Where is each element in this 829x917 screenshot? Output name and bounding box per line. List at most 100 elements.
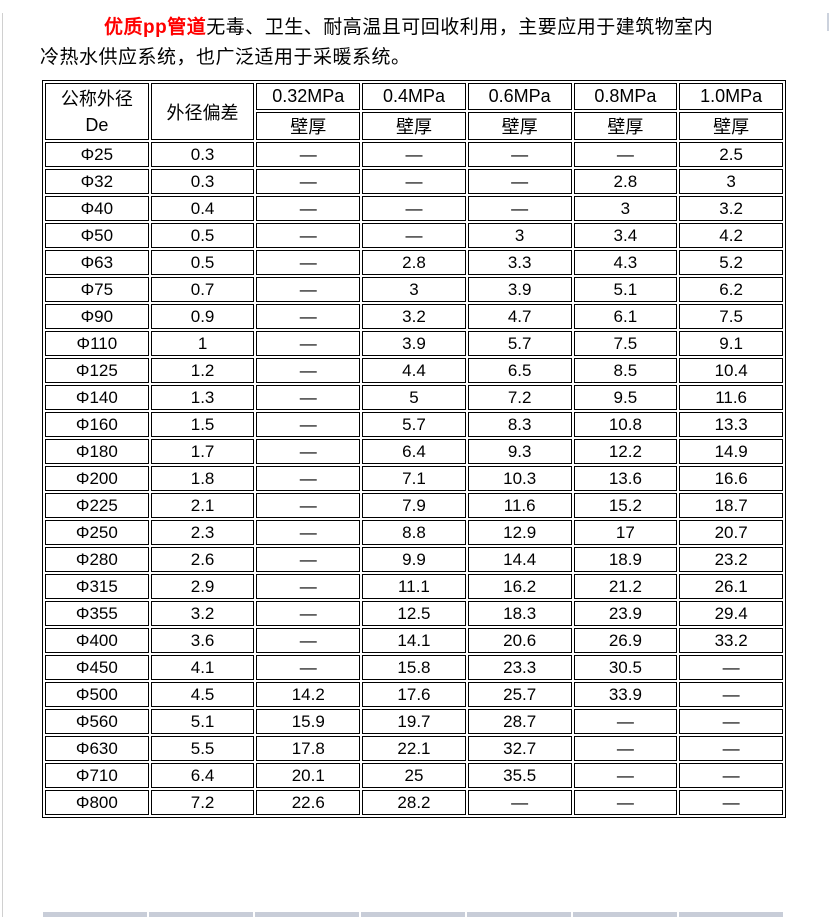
table-cell: — [256,412,361,437]
table-cell: 0.3 [150,169,255,194]
table-cell: 3 [362,277,466,302]
table-cell: 2.6 [150,547,255,572]
header-row-pressure: 公称外径 De 外径偏差 0.32MPa 0.4MPa 0.6MPa 0.8MP… [45,83,783,140]
cell-nominal-diameter: Φ400 [45,628,149,653]
cell-nominal-diameter: Φ200 [45,466,149,491]
table-cell: 8.8 [362,520,466,545]
cell-nominal-diameter: Φ50 [45,223,149,248]
table-cell: 4.5 [150,682,255,707]
intro-paragraph: 优质pp管道无毒、卫生、耐高温且可回收利用，主要应用于建筑物室内 冷热水供应系统… [40,13,789,73]
table-cell: 14.4 [467,547,572,572]
table-cell: — [256,169,361,194]
table-cell: — [256,520,361,545]
header-pressure-1: 0.4MPa [362,83,466,110]
table-cell: 3.9 [467,277,572,302]
cell-nominal-diameter: Φ500 [45,682,149,707]
cell-nominal-diameter: Φ280 [45,547,149,572]
page-corner-sliver [827,13,829,31]
table-cell: — [573,763,678,788]
table-cell: 3.9 [362,331,466,356]
table-cell: 33.2 [679,628,783,653]
table-cell: 3.6 [150,628,255,653]
table-row: Φ225 2.1—7.9 11.6 15.2 18.7 [45,493,783,518]
table-cell: 3 [467,223,572,248]
table-cell: — [467,196,572,221]
table-cell: 11.6 [679,385,783,410]
cell-nominal-diameter: Φ315 [45,574,149,599]
table-cell: 1.2 [150,358,255,383]
table-cell: 6.1 [573,304,678,329]
table-row: Φ50 0.5— —3 3.4 4.2 [45,223,783,248]
next-table-cell-top [573,912,677,917]
table-cell: 12.9 [467,520,572,545]
table-cell: 13.3 [679,412,783,437]
table-cell: 18.7 [679,493,783,518]
table-cell: 4.3 [573,250,678,275]
table-cell: 6.4 [150,763,255,788]
table-cell: — [362,142,466,167]
table-row: Φ355 3.2—12.5 18.3 23.9 29.4 [45,601,783,626]
header-wall-thickness-0: 壁厚 [256,112,361,140]
table-cell: 29.4 [679,601,783,626]
table-cell: 22.6 [256,790,361,815]
header-pressure-2: 0.6MPa [467,83,572,110]
table-cell: 0.5 [150,250,255,275]
table-cell: — [256,601,361,626]
table-row: Φ450 4.1—15.8 23.3 30.5— [45,655,783,680]
header-nominal-diameter: 公称外径 De [45,83,149,140]
table-row: Φ125 1.2—4.4 6.5 8.5 10.4 [45,358,783,383]
table-cell: — [679,682,783,707]
header-wall-thickness-2: 壁厚 [467,112,572,140]
table-cell: 14.9 [679,439,783,464]
header-wall-thickness-4: 壁厚 [679,112,783,140]
table-cell: 10.4 [679,358,783,383]
table-cell: 5.7 [467,331,572,356]
table-cell: 16.6 [679,466,783,491]
next-table-cell-top [255,912,359,917]
header-nominal-diameter-title: 公称外径 [60,88,133,109]
table-cell: 12.5 [362,601,466,626]
table-row: Φ110 1—3.9 5.7 7.5 9.1 [45,331,783,356]
cell-nominal-diameter: Φ710 [45,763,149,788]
table-cell: — [256,142,361,167]
table-row: Φ180 1.7—6.4 9.3 12.2 14.9 [45,439,783,464]
header-nominal-diameter-subtitle: De [85,114,109,135]
table-cell: — [256,628,361,653]
table-row: Φ280 2.6—9.9 14.4 18.9 23.2 [45,547,783,572]
table-row: Φ90 0.9—3.2 4.7 6.1 7.5 [45,304,783,329]
header-pressure-0: 0.32MPa [256,83,361,110]
header-wall-thickness-3: 壁厚 [573,112,678,140]
table-cell: — [679,655,783,680]
table-cell: 3.2 [679,196,783,221]
cell-nominal-diameter: Φ450 [45,655,149,680]
table-cell: — [679,763,783,788]
table-cell: 26.9 [573,628,678,653]
table-cell: — [362,169,466,194]
table-cell: — [256,358,361,383]
table-cell: — [679,736,783,761]
table-cell: 35.5 [467,763,572,788]
pipe-spec-table: 公称外径 De 外径偏差 0.32MPa 0.4MPa 0.6MPa 0.8MP… [42,80,786,818]
table-cell: — [256,250,361,275]
table-cell: 8.3 [467,412,572,437]
next-table-cell-top [467,912,571,917]
table-cell: 7.5 [573,331,678,356]
table-cell: — [256,385,361,410]
cell-nominal-diameter: Φ355 [45,601,149,626]
table-cell: 17.6 [362,682,466,707]
table-cell: 5.5 [150,736,255,761]
cell-nominal-diameter: Φ800 [45,790,149,815]
table-cell: — [256,466,361,491]
table-cell: 32.7 [467,736,572,761]
table-cell: 9.9 [362,547,466,572]
table-cell: 3.2 [362,304,466,329]
table-cell: 26.1 [679,574,783,599]
table-cell: 28.2 [362,790,466,815]
table-row: Φ40 0.4— — —3 3.2 [45,196,783,221]
table-row: Φ32 0.3— — —2.8 3 [45,169,783,194]
table-cell: 7.2 [150,790,255,815]
table-cell: 1.5 [150,412,255,437]
table-cell: 1.7 [150,439,255,464]
intro-highlight: 优质pp管道 [104,17,207,38]
table-cell: — [256,574,361,599]
